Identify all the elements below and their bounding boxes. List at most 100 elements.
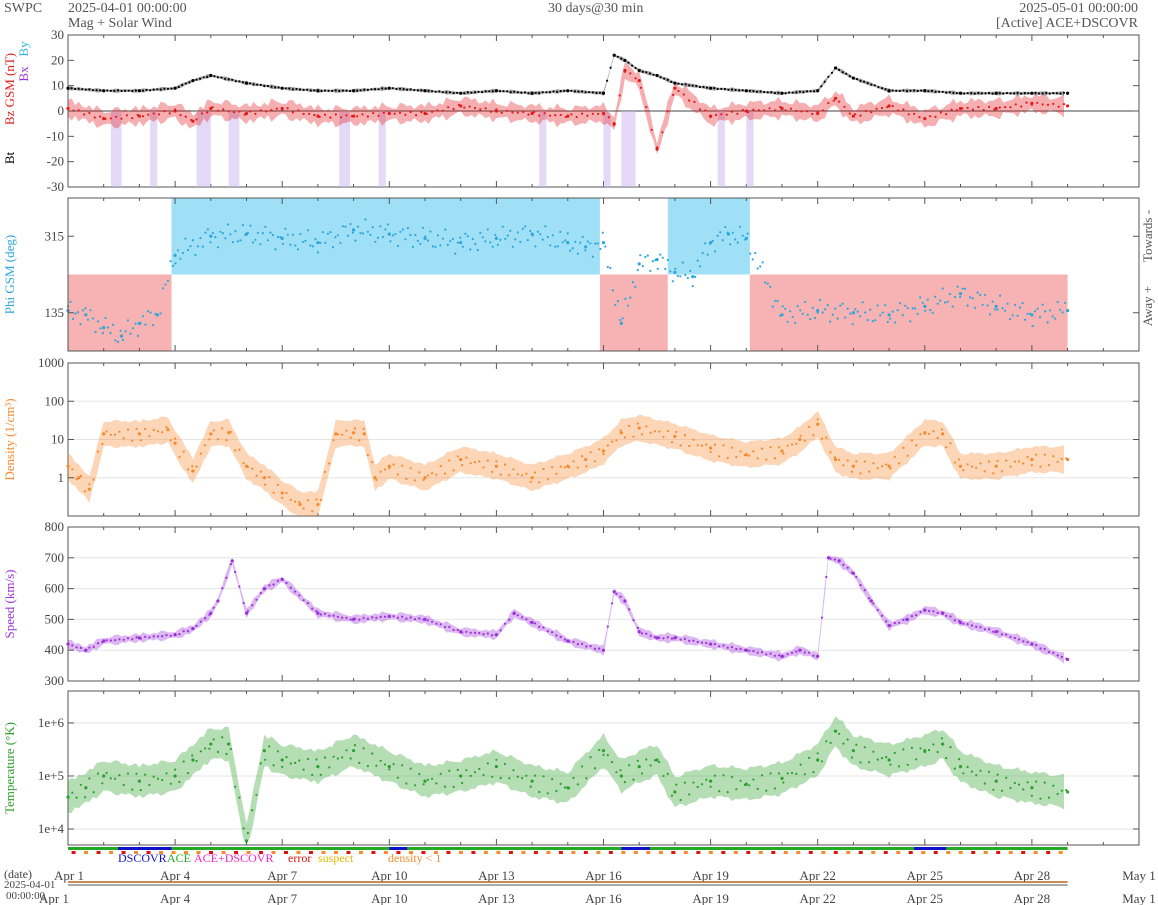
speed-point — [833, 558, 836, 561]
bt-point — [738, 89, 741, 92]
temperature-point — [542, 775, 545, 778]
phi-point — [879, 314, 882, 317]
bz-point — [1052, 102, 1055, 105]
bt-point — [259, 83, 262, 86]
phi-point — [839, 304, 842, 307]
phi-point — [176, 249, 180, 252]
temperature-point — [893, 751, 896, 755]
speed-point — [405, 617, 408, 620]
speed-point — [92, 645, 95, 649]
temperature-data-point — [601, 749, 606, 753]
bt-data-point — [1066, 91, 1070, 95]
phi-point — [234, 230, 237, 233]
status-error-mark — [184, 851, 189, 854]
speed-point — [705, 641, 708, 645]
density-point — [632, 435, 635, 438]
status-error-mark — [896, 851, 901, 854]
density-point — [461, 464, 464, 467]
phi-point — [281, 242, 284, 245]
density-point — [1005, 459, 1008, 462]
speed-data-point — [387, 614, 391, 618]
phi-point — [166, 279, 170, 282]
speed-point — [812, 654, 815, 657]
temperature-data-point — [102, 774, 106, 778]
speed-point — [525, 618, 528, 621]
phi-point — [144, 323, 147, 326]
phi-point — [564, 239, 567, 242]
phi-point — [679, 275, 682, 278]
bz-point — [902, 108, 905, 111]
bt-point — [548, 91, 552, 94]
phi-point — [794, 321, 797, 324]
temperature-point — [615, 771, 618, 774]
bt-point — [563, 89, 566, 92]
speed-point — [880, 614, 884, 617]
status-error-mark — [746, 851, 751, 854]
temperature-point — [975, 774, 978, 777]
density-point — [379, 470, 382, 473]
phi-point — [74, 312, 77, 315]
density-point — [940, 428, 944, 431]
phi-point — [216, 246, 219, 249]
density-point — [516, 473, 519, 476]
date-tick-label-bottom: Apr 7 — [267, 891, 297, 905]
bt-point — [124, 89, 127, 92]
bz-point — [109, 117, 112, 120]
phi-point — [881, 311, 884, 314]
bz-point — [227, 110, 230, 113]
status-error-mark — [708, 851, 713, 854]
speed-point — [945, 614, 948, 617]
temperature-point — [426, 778, 429, 781]
status-error-mark — [521, 851, 526, 854]
speed-data-point — [244, 611, 249, 615]
bt-point — [249, 82, 252, 85]
bt-point — [848, 75, 851, 78]
phi-point — [191, 239, 194, 242]
bt-point — [113, 89, 116, 92]
temperature-point — [84, 796, 87, 799]
speed-point — [238, 585, 241, 588]
bt-data-point — [637, 68, 641, 73]
density-point — [765, 458, 768, 461]
bt-point — [770, 91, 773, 94]
bt-point — [377, 88, 380, 91]
status-error-mark — [558, 851, 563, 854]
status-error-mark — [583, 851, 588, 854]
temperature-point — [238, 796, 241, 799]
density-point — [448, 459, 451, 462]
bz-south-shade — [150, 111, 158, 187]
speed-point — [859, 584, 862, 587]
phi-point — [199, 236, 202, 240]
speed-point — [311, 607, 314, 610]
temperature-point — [323, 756, 327, 759]
phi-point — [964, 287, 967, 290]
density-point — [666, 429, 669, 433]
speed-data-point — [816, 654, 820, 658]
phi-point — [859, 315, 862, 318]
temperature-point — [1035, 780, 1038, 783]
date-tick-label-top: Apr 10 — [371, 868, 407, 883]
speed-point — [383, 615, 387, 618]
density-point — [405, 477, 408, 480]
temperature-point — [910, 746, 914, 750]
bz-point — [977, 105, 980, 109]
phi-point — [344, 225, 347, 228]
temperature-point — [336, 757, 339, 760]
density-point — [182, 450, 185, 453]
bt-point — [898, 89, 901, 92]
phi-point — [131, 327, 135, 330]
bz-point — [168, 112, 171, 115]
bz-point — [307, 112, 311, 115]
temperature-point — [992, 788, 995, 791]
status-error-mark — [383, 851, 388, 854]
phi-data-point — [637, 262, 641, 266]
bz-point — [693, 100, 696, 104]
temperature-point — [229, 747, 232, 751]
bt-point — [195, 78, 198, 81]
bt-point — [545, 91, 548, 94]
bt-point — [274, 86, 277, 89]
phi-point — [889, 317, 892, 320]
bt-point — [224, 77, 227, 80]
bt-data-point — [137, 89, 141, 93]
